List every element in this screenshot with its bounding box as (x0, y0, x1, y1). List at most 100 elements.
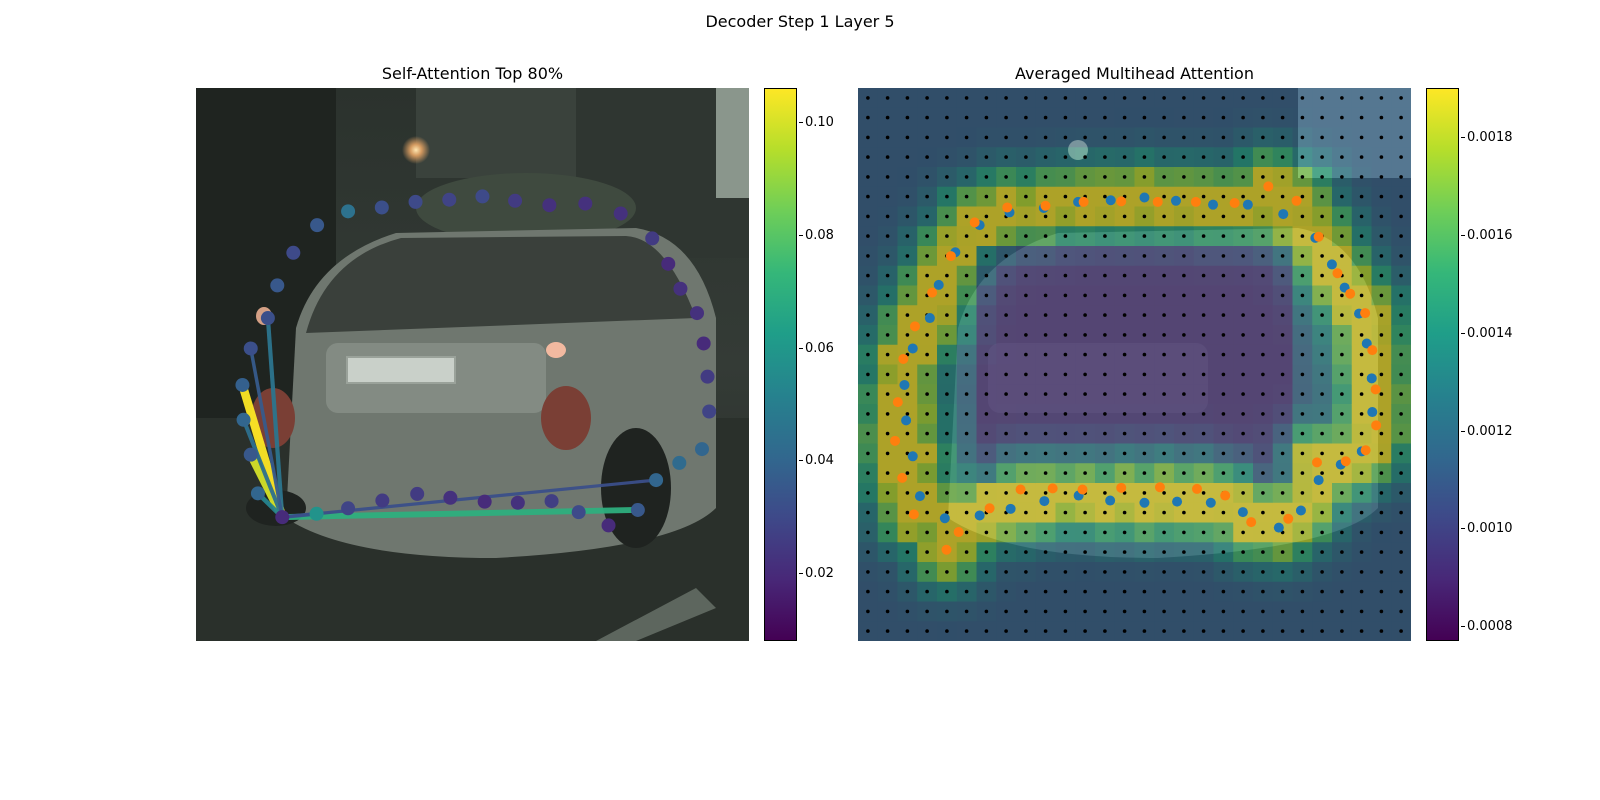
reference-dot (984, 451, 989, 456)
reference-dot (1359, 214, 1364, 219)
reference-dot (1359, 550, 1364, 554)
reference-dot (945, 530, 949, 535)
reference-dot (1241, 550, 1245, 554)
reference-dot (866, 412, 870, 416)
reference-dot (1399, 372, 1403, 377)
reference-dot (925, 115, 929, 120)
reference-dot (1063, 431, 1068, 436)
reference-dot (1142, 96, 1147, 100)
reference-dot (1182, 372, 1186, 377)
predicted-point (927, 287, 938, 298)
predicted-point (909, 321, 920, 332)
reference-dot (1340, 194, 1344, 199)
reference-dot (964, 175, 969, 179)
reference-dot (925, 96, 929, 100)
reference-dot (1063, 214, 1068, 219)
reference-dot (1340, 451, 1344, 456)
attention-point (696, 336, 711, 351)
reference-dot (1241, 313, 1245, 317)
reference-dot (1142, 510, 1147, 515)
target-point (907, 451, 918, 462)
reference-dot (1241, 155, 1245, 159)
reference-dot (1399, 135, 1403, 140)
reference-dot (1182, 333, 1186, 337)
reference-dot (905, 510, 910, 515)
reference-dot (1261, 570, 1265, 574)
reference-dot (1280, 313, 1285, 317)
reference-dot (1221, 609, 1226, 614)
reference-dot (1320, 491, 1324, 495)
reference-dot (984, 214, 989, 219)
predicted-point (1220, 490, 1231, 501)
reference-dot (1004, 372, 1008, 377)
reference-dot (1063, 471, 1068, 475)
colorbar-tick-label: 0.10 (799, 114, 834, 130)
reference-dot (1083, 214, 1087, 219)
reference-dot (1182, 392, 1186, 396)
attention-point (374, 200, 389, 215)
reference-dot (1063, 550, 1068, 554)
reference-dot (1043, 372, 1048, 377)
reference-dot (984, 431, 989, 436)
reference-dot (1162, 451, 1166, 456)
attention-point (702, 404, 717, 419)
reference-dot (1399, 194, 1403, 199)
reference-dot (1162, 491, 1166, 495)
reference-dot (925, 392, 929, 396)
reference-dot (925, 451, 929, 456)
reference-dot (1359, 352, 1364, 357)
reference-dot (1359, 372, 1364, 377)
predicted-point (1345, 288, 1356, 299)
attention-point (236, 412, 251, 427)
reference-dot (1280, 273, 1285, 278)
target-point (1242, 199, 1253, 210)
reference-dot (1024, 570, 1028, 574)
reference-dot (1083, 175, 1087, 179)
reference-dot (885, 589, 890, 594)
reference-dot (964, 392, 969, 396)
predicted-point (941, 544, 952, 555)
reference-dot (1083, 431, 1087, 436)
attention-point (250, 486, 265, 501)
reference-dot (885, 570, 890, 574)
reference-dot (905, 313, 910, 317)
reference-dot (925, 194, 929, 199)
reference-dot (1182, 589, 1186, 594)
reference-dot (1043, 431, 1048, 436)
reference-dot (945, 491, 949, 495)
colorbar-tick-label: 0.02 (799, 566, 834, 582)
reference-dot (1182, 451, 1186, 456)
reference-dot (1063, 135, 1068, 140)
reference-dot (1004, 412, 1008, 416)
attention-point (410, 486, 425, 501)
reference-dot (1280, 293, 1285, 298)
reference-dot (1142, 333, 1147, 337)
predicted-point (953, 527, 964, 538)
attention-point (661, 256, 676, 271)
reference-dot (1063, 589, 1068, 594)
reference-dot (1103, 333, 1107, 337)
reference-dot (1261, 194, 1265, 199)
reference-dot (1201, 629, 1206, 633)
reference-dot (1280, 570, 1285, 574)
reference-dot (1142, 135, 1147, 140)
reference-dot (1340, 629, 1344, 633)
reference-dot (1103, 155, 1107, 159)
reference-dot (905, 333, 910, 337)
reference-dot (945, 333, 949, 337)
reference-dot (1359, 135, 1364, 140)
reference-dot (1182, 194, 1186, 199)
reference-dot (1221, 352, 1226, 357)
reference-dot (1221, 510, 1226, 515)
reference-dot (1261, 175, 1265, 179)
reference-dot (1024, 293, 1028, 298)
reference-dot (964, 471, 969, 475)
reference-dot (1083, 135, 1087, 140)
reference-dot (1261, 333, 1265, 337)
reference-dot (1221, 313, 1226, 317)
reference-dot (905, 609, 910, 614)
predicted-point (1015, 484, 1026, 495)
reference-dot (1379, 392, 1384, 396)
reference-dot (1320, 115, 1324, 120)
reference-dot (1359, 589, 1364, 594)
